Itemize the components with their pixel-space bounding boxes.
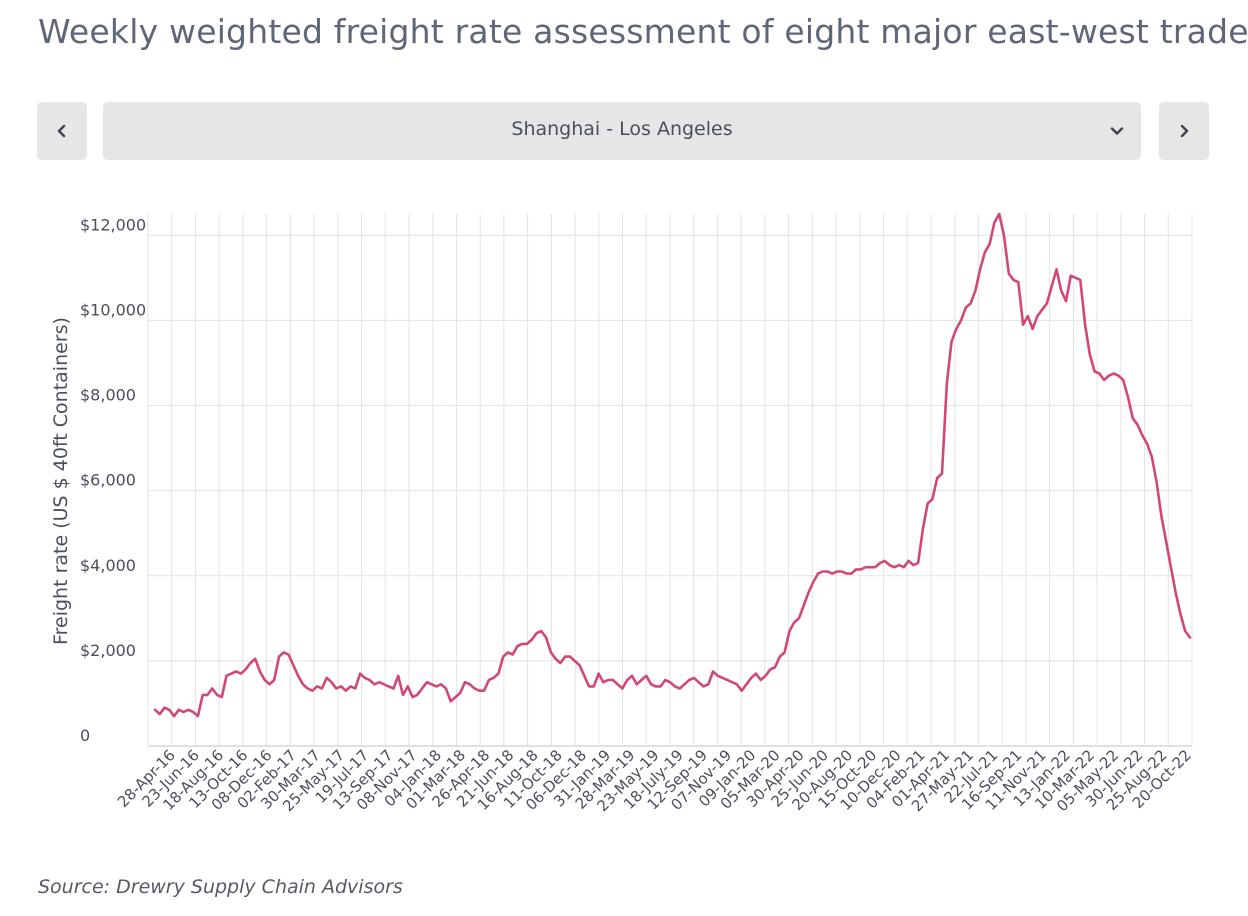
chart-gridlines <box>147 214 1193 747</box>
next-trade-button[interactable] <box>1159 102 1209 160</box>
previous-trade-button[interactable] <box>37 102 87 160</box>
source-label: Source: <box>38 876 111 898</box>
y-tick-label: $4,000 <box>80 556 136 575</box>
chart-series <box>153 212 1192 718</box>
freight-rate-chart: 0$2,000$4,000$6,000$8,000$10,000$12,000 … <box>50 212 1195 815</box>
y-tick-label: $2,000 <box>80 641 136 660</box>
y-tick-label: $12,000 <box>80 215 146 234</box>
x-axis-ticks: 28-Apr-1623-Jun-1618-Aug-1613-Oct-1608-D… <box>114 746 1195 815</box>
y-axis-ticks: 0 $2,000 $4,000 $6,000 $8,000 $10,000 $12,000 <box>80 215 146 745</box>
trade-route-select[interactable]: Shanghai - Los Angeles <box>103 102 1141 160</box>
chevron-down-icon <box>1110 127 1124 135</box>
source-note: Source: Drewry Supply Chain Advisors <box>38 876 403 898</box>
y-tick-label: $6,000 <box>80 471 136 490</box>
y-tick-label: $10,000 <box>80 300 146 319</box>
series-line-shanghai-los-angeles <box>153 212 1192 718</box>
y-tick-label: 0 <box>80 726 90 745</box>
selected-trade-label: Shanghai - Los Angeles <box>511 118 733 140</box>
chevron-right-icon <box>1180 124 1189 138</box>
chevron-left-icon <box>57 124 66 138</box>
y-axis-label: Freight rate (US $ 40ft Containers) <box>50 317 72 645</box>
source-text: Drewry Supply Chain Advisors <box>116 876 403 898</box>
chart-title: Weekly weighted freight rate assessment … <box>38 12 1248 51</box>
y-tick-label: $8,000 <box>80 386 136 405</box>
